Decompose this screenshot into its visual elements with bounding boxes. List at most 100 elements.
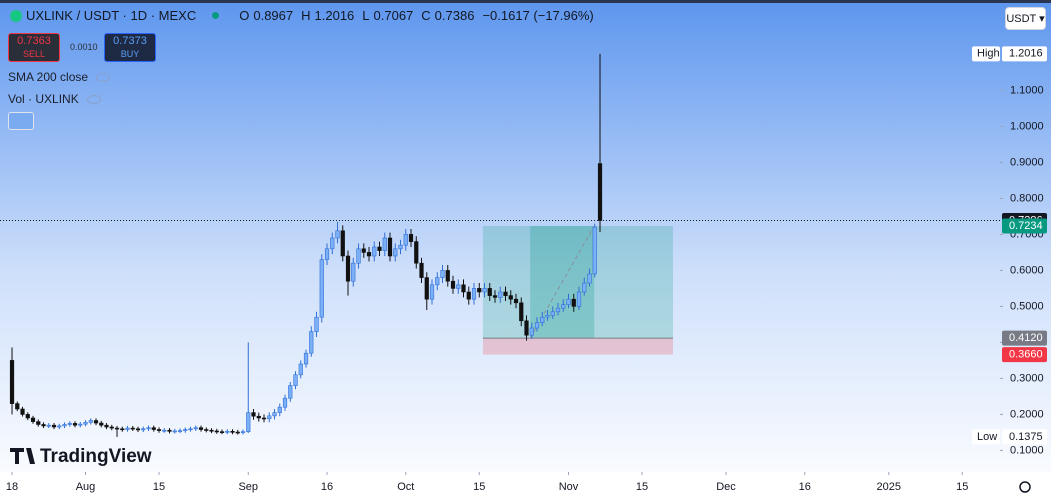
candle-body: [403, 234, 408, 246]
candle-body: [193, 427, 198, 430]
position-tool: [482, 225, 673, 355]
price-axis: 0.10000.20000.30000.40000.50000.60000.70…: [972, 46, 1047, 456]
candle-body: [419, 262, 424, 278]
x-tick-label: Sep: [238, 481, 258, 493]
candle-body: [377, 246, 382, 251]
sell-label: SELL: [22, 49, 46, 59]
ohlc-value: 0.7386: [434, 8, 475, 23]
candle-body: [167, 429, 172, 432]
x-tick-label: Oct: [397, 481, 414, 493]
candle-body: [450, 280, 456, 289]
candle-body: [461, 284, 466, 293]
candle-body: [429, 284, 435, 300]
candle-body: [466, 291, 471, 300]
time-axis: [0, 472, 1051, 499]
candle-body: [335, 230, 340, 239]
marker-name-box: [972, 429, 1000, 445]
x-tick-label: 18: [6, 481, 18, 493]
candle-body: [555, 307, 561, 313]
candle-body: [25, 414, 30, 419]
eye-icon[interactable]: [86, 95, 101, 105]
x-tick-label: 16: [799, 481, 811, 493]
ohlc-value: 0.7067: [373, 8, 414, 23]
candle-body: [340, 230, 345, 257]
x-tick-label: 15: [153, 481, 165, 493]
candle-body: [482, 288, 487, 293]
candle-body: [162, 429, 167, 432]
symbol-icon: [10, 9, 22, 22]
marker-label: 0.1375: [1009, 431, 1043, 443]
candle-body: [83, 422, 88, 425]
candles: [9, 53, 603, 437]
y-tick-label: 0.2000: [1010, 408, 1044, 420]
settings-icon[interactable]: [1019, 481, 1031, 493]
candle-body: [298, 363, 303, 376]
candle-body: [198, 427, 204, 430]
candle-body: [592, 226, 597, 275]
top-bar: [0, 0, 1051, 3]
candle-body: [240, 431, 246, 433]
marker-name: Low: [977, 431, 997, 443]
brand-logo: [10, 448, 35, 464]
marker-name: High: [977, 48, 1000, 60]
spread: 0.0010: [70, 42, 98, 52]
sell-button[interactable]: 0.7363 SELL: [8, 33, 60, 62]
header: UXLINK / USDT · 1D · MEXC O 0.8967 H 1.201…: [10, 8, 594, 23]
ohlc-key: C: [421, 8, 431, 23]
candle-body: [324, 248, 330, 260]
candle-body: [366, 252, 372, 257]
candle-body: [571, 298, 576, 307]
candle-body: [172, 430, 177, 433]
candle-body: [15, 403, 20, 410]
buy-button[interactable]: 0.7373 BUY: [104, 33, 156, 62]
candle-body: [214, 430, 219, 433]
candle-body: [62, 424, 67, 427]
candle-body: [277, 406, 282, 413]
x-tick-label: 16: [321, 481, 333, 493]
currency-select[interactable]: USDT ▾: [1005, 7, 1046, 30]
candle-body: [135, 428, 141, 431]
candle-body: [576, 291, 582, 307]
price-badge: [1002, 347, 1047, 363]
buy-price: 0.7373: [113, 35, 147, 47]
y-tick-label: 1.1000: [1010, 84, 1044, 96]
candle-body: [440, 270, 445, 278]
marker-name-box: [972, 46, 1000, 62]
ohlc-key: H: [301, 8, 311, 23]
candle-body: [519, 302, 524, 322]
candle-body: [372, 246, 377, 257]
candle-body: [93, 420, 99, 424]
candle-body: [319, 259, 324, 318]
candle-body: [114, 427, 120, 430]
y-tick-label: 1.0000: [1010, 120, 1044, 132]
candle-body: [156, 429, 162, 431]
candle-body: [540, 316, 545, 323]
indicator[interactable]: Vol · UXLINK: [8, 92, 101, 106]
candle-body: [498, 291, 503, 298]
indicator[interactable]: SMA 200 close: [8, 70, 111, 84]
x-tick-label: Aug: [76, 481, 96, 493]
candle-body: [456, 284, 461, 289]
candle-body: [256, 415, 261, 419]
candle-body: [330, 237, 335, 250]
collapse-button[interactable]: [8, 112, 34, 130]
candle-body: [508, 295, 513, 300]
candle-body: [414, 241, 419, 264]
candle-body: [561, 304, 566, 309]
status-dot: [212, 12, 220, 19]
candle-body: [204, 429, 209, 431]
candle-body: [309, 331, 314, 354]
loss-zone: [482, 338, 673, 355]
candle-body: [582, 282, 587, 293]
candle-body: [88, 420, 93, 423]
y-tick-label: 0.6000: [1010, 264, 1044, 276]
price-badge-label: 0.7234: [1009, 220, 1043, 232]
x-tick-label: Dec: [716, 481, 736, 493]
eye-icon[interactable]: [96, 73, 111, 83]
indicator-name: Vol · UXLINK: [8, 92, 79, 106]
candle-body: [587, 273, 592, 284]
y-tick-label: 0.3000: [1010, 372, 1044, 384]
candle-body: [146, 427, 151, 430]
candle-body: [408, 234, 414, 242]
